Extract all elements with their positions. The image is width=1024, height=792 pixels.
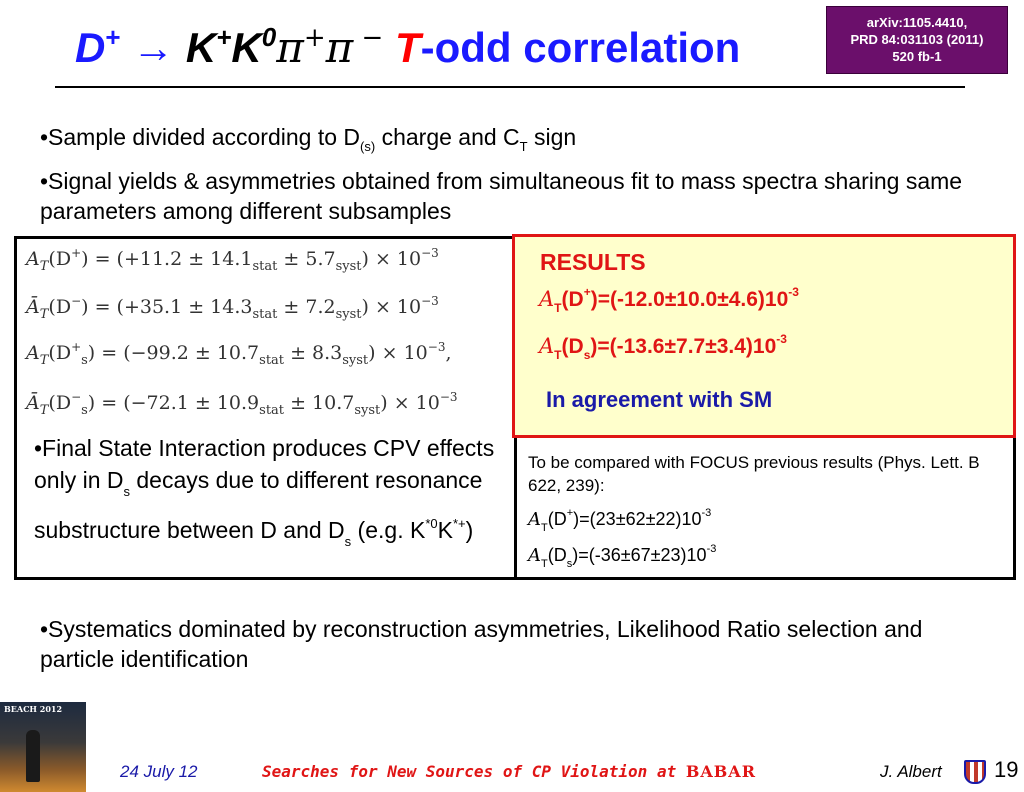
results-box: RESULTS AT(D+)=(-12.0±10.0±4.6)10-3 AT(D… <box>512 234 1016 438</box>
bullet-sample-division: •Sample divided according to D(s) charge… <box>40 124 577 154</box>
result-dplus: AT(D+)=(-12.0±10.0±4.6)10-3 <box>539 285 799 315</box>
title-rest: -odd correlation <box>420 24 741 71</box>
equation-at-dplus: AT(D+) = (+11.2 ± 14.1stat ± 5.7syst) × … <box>26 246 439 274</box>
title-arrow: → <box>120 24 186 71</box>
babar-logo: BABAR <box>685 762 757 781</box>
results-agreement: In agreement with SM <box>546 387 773 412</box>
footer-talk-title: Searches for New Sources of CP Violation… <box>262 762 757 781</box>
title-divider <box>55 86 965 88</box>
bullet-signal-yields: •Signal yields & asymmetries obtained fr… <box>40 168 963 224</box>
university-crest-icon <box>964 760 986 784</box>
reference-arxiv: arXiv:1105.4410, <box>866 15 968 30</box>
footer-author: J. Albert <box>880 762 942 781</box>
bullet-final-state-interaction: •Final State Interaction produces CPV ef… <box>34 435 495 549</box>
title-k-zero: K0 <box>231 22 277 71</box>
focus-result-dplus: AT(D+)=(23±62±22)10-3 <box>528 507 712 534</box>
bullet-systematics: •Systematics dominated by reconstruction… <box>40 616 923 672</box>
equation-at-dsplus: AT(D+s) = (−99.2 ± 10.7stat ± 8.3syst) ×… <box>26 340 452 368</box>
result-ds: AT(Ds)=(-13.6±7.7±3.4)10-3 <box>539 332 787 362</box>
footer-date: 24 July 12 <box>120 762 198 781</box>
equations-box <box>14 236 514 580</box>
conference-label: BEACH 2012 <box>4 704 63 714</box>
title-k-plus: K+ <box>185 22 232 71</box>
reference-box: arXiv:1105.4410, PRD 84:031103 (2011) 52… <box>826 6 1008 74</box>
reference-luminosity: 520 fb-1 <box>892 49 942 64</box>
page-number: 19 <box>994 757 1019 782</box>
focus-intro: To be compared with FOCUS previous resul… <box>528 453 980 495</box>
reference-prd: PRD 84:031103 (2011) <box>850 32 984 47</box>
title-d-symbol: D+ <box>75 22 121 71</box>
title-pi-plus: π+ <box>276 23 326 72</box>
title-pi-minus: π − <box>325 23 384 72</box>
slide-title: D+ → K+K0π+π − T-odd correlation <box>75 22 740 82</box>
focus-result-ds: AT(Ds)=(-36±67±23)10-3 <box>528 543 717 570</box>
equation-atbar-dminus: ĀT(D−) = (+35.1 ± 14.3stat ± 7.2syst) × … <box>26 294 439 322</box>
results-title: RESULTS <box>540 249 646 275</box>
conference-logo-image: BEACH 2012 <box>0 702 86 792</box>
equation-atbar-dsminus: ĀT(D−s) = (−72.1 ± 10.9stat ± 10.7syst) … <box>26 390 458 418</box>
title-t: T <box>383 24 421 71</box>
statue-silhouette <box>26 730 40 782</box>
